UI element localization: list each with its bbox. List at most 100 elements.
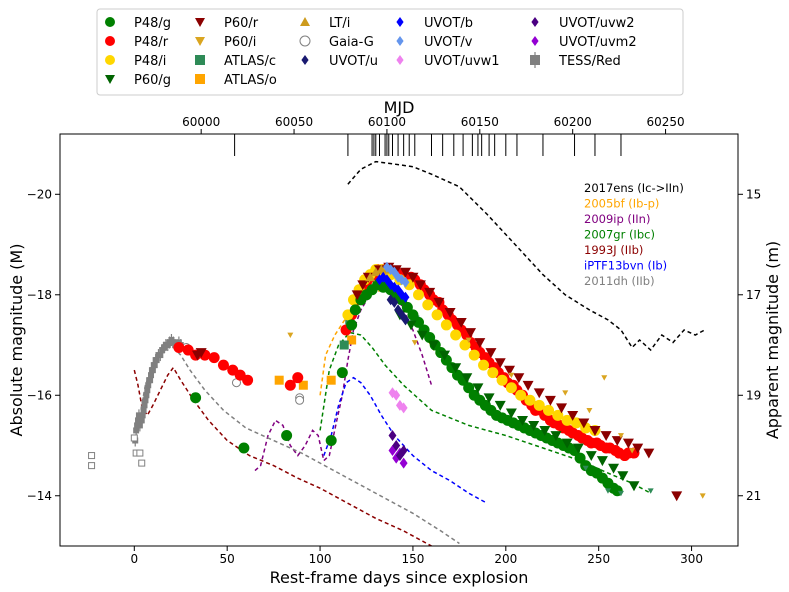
data-point (533, 399, 545, 411)
data-point (589, 426, 601, 436)
data-point (424, 287, 436, 298)
series-uvot-uvw2 (388, 429, 408, 462)
legend-label: LT/i (329, 16, 350, 31)
x-tick-label: 50 (220, 552, 235, 566)
legend-marker (195, 37, 205, 46)
legend-item: UVOT/u (301, 54, 378, 69)
data-point (351, 290, 363, 301)
data-point (284, 379, 296, 391)
data-point (622, 438, 634, 449)
spectra-epoch-ticks (234, 134, 622, 156)
legend-item: TESS/Red (530, 52, 621, 69)
comparison-legend-item: 2005bf (Ib-p) (584, 197, 659, 211)
marker-body (147, 377, 154, 384)
data-point (339, 340, 349, 350)
data-point (601, 375, 608, 381)
comparison-legend-item: 2017ens (Ic->IIn) (584, 181, 684, 195)
data-point (281, 429, 293, 441)
legend-label: UVOT/uvw1 (424, 54, 500, 69)
data-point (494, 358, 506, 369)
data-point (504, 365, 516, 376)
series-uvot-b (375, 271, 410, 303)
data-point (195, 348, 207, 359)
data-point (370, 267, 381, 277)
legend-marker (301, 55, 309, 65)
data-point (238, 442, 250, 454)
legend-marker (531, 36, 539, 46)
data-point (533, 388, 545, 399)
data-point (494, 400, 506, 411)
data-point (465, 337, 472, 343)
data-point (292, 372, 304, 384)
data-point (295, 395, 305, 405)
x-tick-label: 300 (680, 552, 703, 566)
y-right-tick-label: 19 (746, 388, 761, 402)
data-point (550, 431, 562, 441)
legend-label: ATLAS/o (224, 73, 277, 88)
data-point (671, 491, 683, 502)
data-point (392, 440, 401, 452)
data-point (699, 493, 706, 499)
comparison-legend: 2017ens (Ic->IIn) 2005bf (Ib-p)2009ip (II… (584, 181, 684, 288)
marker-body (530, 55, 540, 65)
top-axis-label: MJD (384, 98, 415, 117)
data-point (647, 488, 654, 494)
y-axis-right-label: Apparent magnitude (m) (763, 241, 782, 439)
data-point (390, 296, 399, 308)
data-point (472, 383, 484, 394)
data-point (414, 280, 426, 291)
top-tick-label: 60250 (646, 115, 684, 129)
data-point (515, 389, 527, 401)
data-point (405, 320, 417, 331)
data-point (326, 375, 336, 385)
data-point (357, 280, 369, 291)
y-right-tick-label: 21 (746, 489, 761, 503)
y-right-tick-label: 15 (746, 187, 761, 201)
legend-marker (396, 55, 404, 65)
legend-marker (531, 17, 539, 27)
x-tick-label: 150 (401, 552, 424, 566)
legend-label: UVOT/u (329, 54, 378, 69)
legend-marker (105, 17, 115, 27)
legend-label: TESS/Red (558, 54, 621, 69)
data-point (463, 382, 475, 394)
data-point (401, 276, 410, 288)
legend-item: UVOT/uvm2 (531, 35, 637, 50)
marker-body (153, 357, 160, 364)
data-point (505, 408, 517, 419)
data-point (440, 319, 452, 331)
data-point (439, 350, 451, 361)
data-point (88, 462, 96, 470)
data-point (611, 436, 623, 446)
series-uvot-uvw1 (388, 387, 408, 414)
data-point (582, 465, 589, 472)
data-point (561, 414, 573, 426)
data-point (539, 426, 551, 436)
marker-body (145, 382, 152, 389)
data-point (478, 359, 490, 371)
marker-body (151, 362, 158, 369)
x-tick-label: 0 (130, 552, 138, 566)
legend-marker (105, 75, 115, 84)
legend-label: Gaia-G (329, 35, 374, 50)
legend-marker (530, 52, 540, 68)
x-tick-label: 250 (587, 552, 610, 566)
data-point (173, 342, 185, 354)
data-point (450, 363, 462, 374)
legend-item: P60/r (195, 16, 259, 31)
data-point (468, 349, 480, 361)
legend-label: UVOT/v (424, 35, 473, 50)
data-point (528, 421, 540, 431)
data-point (424, 331, 436, 343)
data-point (136, 449, 144, 457)
series-p60-g-limits- (582, 465, 654, 497)
data-point (524, 394, 536, 406)
data-point (543, 404, 555, 416)
data-point (431, 309, 443, 321)
marker-body (140, 407, 147, 414)
plot-area (88, 160, 706, 546)
data-point (401, 301, 413, 313)
legend-marker (396, 17, 404, 27)
legend-marker (195, 55, 205, 65)
data-point (88, 452, 96, 460)
